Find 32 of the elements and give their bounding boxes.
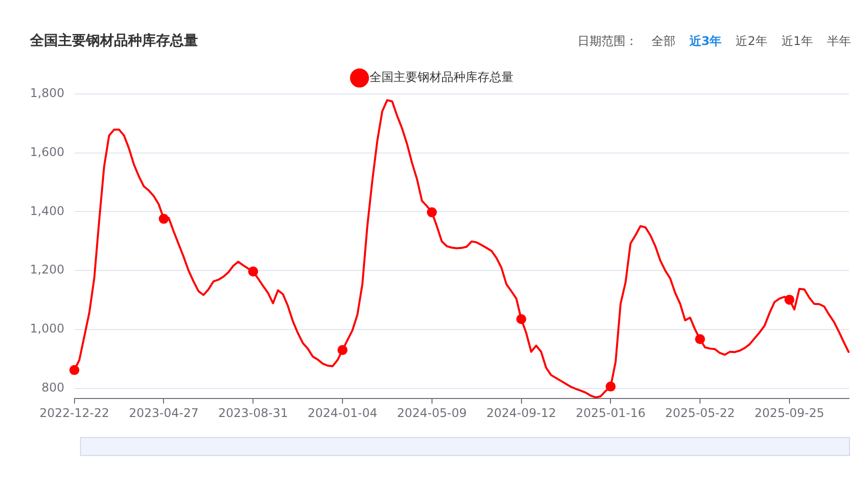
point [158, 214, 169, 224]
y-tick-label: 1,200 [30, 262, 64, 277]
y-tick-label: 1,000 [30, 322, 64, 336]
legend-label: 全国主要钢材品种库存总量 [370, 70, 514, 84]
chart-title: 全国主要钢材品种库存总量 [30, 32, 198, 50]
x-tick-label: 2024-09-12 [486, 406, 556, 420]
x-tick-label: 2024-01-04 [308, 406, 378, 420]
y-tick-label: 800 [41, 380, 64, 394]
x-tick-label: 2024-05-09 [397, 406, 467, 420]
y-tick-label: 1,800 [30, 86, 64, 100]
x-tick-label: 2022-12-22 [39, 406, 110, 420]
text: 近1年 [781, 34, 813, 48]
x-tick-label: 2023-04-27 [128, 406, 199, 420]
point [338, 345, 348, 356]
x-tick-label: 2023-08-31 [218, 406, 288, 420]
y-tick-label: 1,400 [30, 204, 64, 218]
point [784, 294, 794, 305]
point [426, 207, 437, 218]
y-tick-label: 1,600 [30, 144, 64, 159]
text: 日期范围： [577, 34, 638, 48]
point [606, 382, 616, 392]
x-tick-label: 2025-09-25 [754, 406, 824, 420]
text: 近3年 [689, 34, 722, 48]
x-tick-label: 2025-05-22 [665, 406, 735, 420]
text: 半年 [827, 34, 851, 48]
point [69, 365, 80, 376]
point [248, 266, 258, 276]
point [695, 334, 706, 344]
x-tick-label: 2025-01-16 [576, 406, 646, 420]
point [516, 314, 526, 324]
text: 近2年 [736, 34, 768, 48]
text: 全部 [651, 34, 676, 48]
